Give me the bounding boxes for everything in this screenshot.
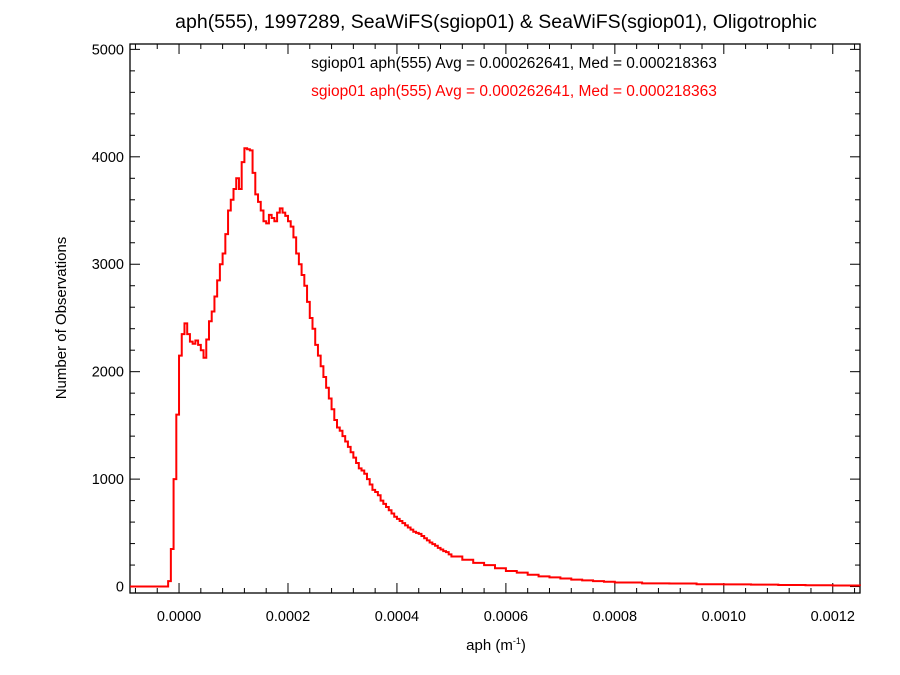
x-axis-label: aph (m-1)	[466, 636, 526, 654]
y-tick-label: 2000	[92, 365, 124, 381]
x-tick-label: 0.0002	[266, 609, 310, 625]
x-axis-label-superscript: -1	[513, 636, 521, 646]
x-tick-label: 0.0006	[484, 609, 528, 625]
axis-ticks	[130, 44, 860, 593]
x-tick-label: 0.0010	[702, 609, 746, 625]
y-tick-label: 4000	[92, 150, 124, 166]
y-tick-label: 0	[116, 580, 124, 596]
x-tick-label: 0.0008	[593, 609, 637, 625]
x-tick-label: 0.0000	[157, 609, 201, 625]
legend-entry-red: sgiop01 aph(555) Avg = 0.000262641, Med …	[311, 83, 717, 100]
y-axis-label: Number of Observations	[53, 237, 70, 400]
histogram-series-line	[130, 147, 861, 588]
legend-entry-black: sgiop01 aph(555) Avg = 0.000262641, Med …	[311, 55, 717, 72]
axis-tick-labels: 0.0000 0.0002 0.0004 0.0006 0.0008 0.0010 0.00…	[92, 42, 855, 625]
y-tick-label: 5000	[92, 42, 124, 58]
y-tick-label: 3000	[92, 257, 124, 273]
x-tick-label: 0.0012	[811, 609, 855, 625]
chart-title: aph(555), 1997289, SeaWiFS(sgiop01) & Se…	[175, 11, 817, 33]
x-axis-label-close: )	[521, 637, 526, 654]
plot-frame	[129, 43, 861, 594]
y-tick-label: 1000	[92, 472, 124, 488]
x-axis-label-text: aph (m	[466, 637, 513, 654]
x-tick-label: 0.0004	[375, 609, 419, 625]
